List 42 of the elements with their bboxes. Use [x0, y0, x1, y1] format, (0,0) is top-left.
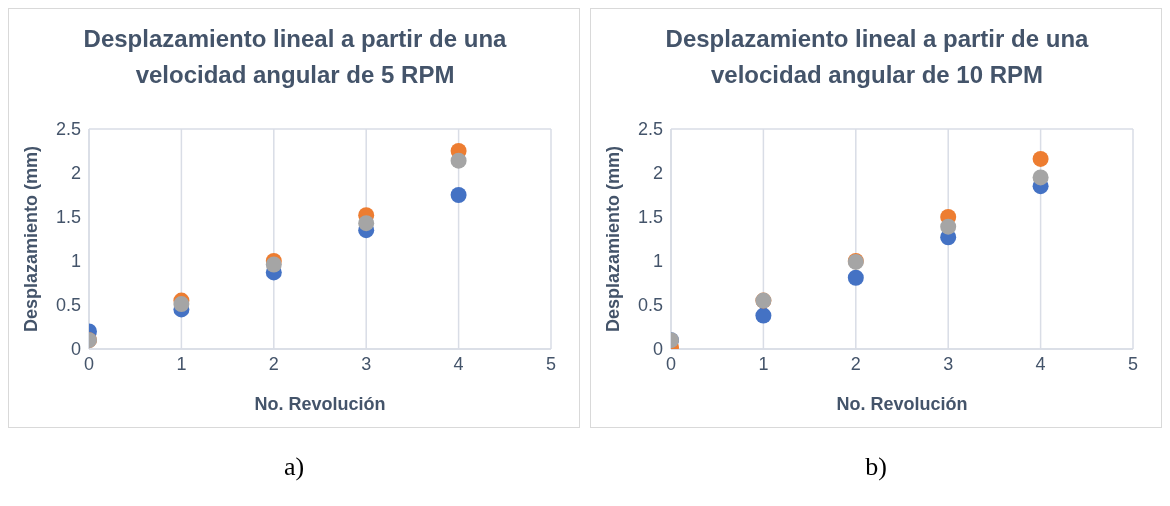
point — [1032, 150, 1049, 167]
x-tick-label: 3 — [361, 353, 372, 374]
x-axis-title: No. Revolución — [836, 393, 968, 414]
x-tick-label: 3 — [943, 353, 954, 374]
point — [940, 218, 957, 235]
y-axis-title: Desplazamiento (mm) — [21, 145, 42, 333]
x-tick-label: 1 — [758, 353, 769, 374]
point — [265, 256, 282, 273]
point — [450, 152, 467, 169]
y-tick-label: 1.5 — [55, 207, 81, 228]
y-tick-label: 2.5 — [637, 119, 663, 140]
text: a) — [282, 452, 306, 482]
x-tick-label: 2 — [850, 353, 861, 374]
y-tick-label: 2 — [70, 163, 81, 184]
x-tick-label: 0 — [83, 353, 95, 374]
point — [847, 269, 864, 286]
y-tick-label: 0 — [70, 339, 81, 360]
y-axis-title: Desplazamiento (mm) — [603, 145, 624, 333]
y-tick-label: 0.5 — [55, 295, 81, 316]
y-tick-label: 2 — [652, 163, 663, 184]
point — [358, 215, 375, 232]
point — [1032, 169, 1049, 186]
y-tick-label: 1.5 — [637, 207, 663, 228]
y-tick-label: 1 — [652, 251, 663, 272]
x-tick-label: 0 — [665, 353, 677, 374]
y-tick-label: 2.5 — [55, 119, 81, 140]
x-tick-label: 1 — [176, 353, 187, 374]
x-tick-label: 5 — [545, 353, 557, 374]
y-tick-label: 1 — [70, 251, 81, 272]
point — [755, 307, 772, 324]
chart-title: Desplazamiento lineal a partir de una velocidad angular de 10 RPM — [664, 24, 1090, 90]
x-tick-label: 4 — [453, 353, 464, 374]
x-tick-label: 5 — [1127, 353, 1139, 374]
point — [173, 296, 190, 313]
text: b) — [864, 452, 888, 482]
point — [450, 187, 467, 203]
x-axis-title: No. Revolución — [254, 393, 386, 414]
y-tick-label: 0.5 — [637, 295, 663, 316]
chart-title: Desplazamiento lineal a partir de una velocidad angular de 5 RPM — [82, 24, 508, 90]
x-tick-label: 4 — [1035, 353, 1046, 374]
y-tick-label: 0 — [652, 339, 663, 360]
x-tick-label: 2 — [268, 353, 279, 374]
